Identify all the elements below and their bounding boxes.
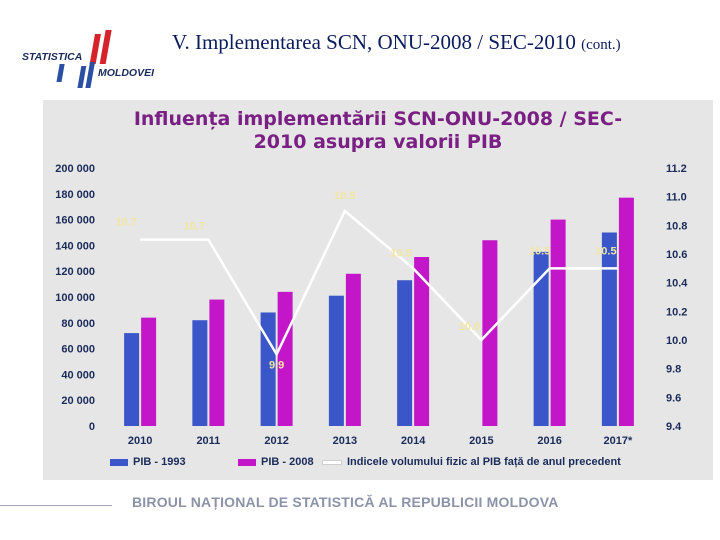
y-right-tick-label: 11.0 <box>666 192 687 204</box>
bar-pib2008 <box>277 291 293 426</box>
legend-swatch-pib1993 <box>110 458 128 466</box>
bar-pib1993 <box>260 312 276 426</box>
y-left-tick-label: 20 000 <box>61 395 95 407</box>
line-data-label: 9.9 <box>269 359 284 371</box>
bar-pib1993 <box>533 251 549 426</box>
x-tick-label: 2011 <box>196 435 220 447</box>
x-tick-label: 2010 <box>128 435 152 447</box>
bar-pib1993 <box>328 295 344 426</box>
y-left-tick-label: 160 000 <box>55 215 95 227</box>
y-left-tick-label: 60 000 <box>61 344 95 356</box>
index-line <box>140 209 618 357</box>
x-tick-label: 2017* <box>603 435 632 447</box>
bar-pib2008 <box>141 317 157 426</box>
bar-pib2008 <box>550 219 566 426</box>
bar-pib2008 <box>482 240 498 426</box>
bar-pib1993 <box>397 280 413 426</box>
x-tick-label: 2014 <box>401 435 426 447</box>
bar-pib2008 <box>345 273 361 426</box>
y-right-tick-label: 9.8 <box>666 364 681 376</box>
line-data-label: 10.5 <box>595 245 616 257</box>
line-data-label: 10.0 <box>459 321 480 333</box>
line-data-label: 10.5 <box>390 247 411 259</box>
x-tick-label: 2015 <box>469 435 493 447</box>
y-right-tick-label: 10.8 <box>666 220 687 232</box>
x-tick-label: 2016 <box>537 435 561 447</box>
legend-label-line: Indicele volumului fizic al PIB față de … <box>347 456 621 468</box>
chart-title-line2: 2010 asupra valorii PIB <box>253 131 503 153</box>
legend-item-pib2008: PIB - 2008 <box>238 456 314 468</box>
y-right-tick-label: 10.0 <box>666 335 687 347</box>
footer-divider <box>0 505 112 506</box>
legend-label-pib1993: PIB - 1993 <box>133 456 186 468</box>
bar-pib1993 <box>124 333 140 426</box>
y-left-tick-label: 40 000 <box>61 369 95 381</box>
legend-label-pib2008: PIB - 2008 <box>261 456 314 468</box>
bar-pib1993 <box>192 320 208 426</box>
line-data-label: 10.5 <box>529 245 550 257</box>
y-right-tick-label: 10.6 <box>666 249 687 261</box>
line-data-label: 10.7 <box>184 221 205 233</box>
slide-title: V. Implementarea SCN, ONU-2008 / SEC-201… <box>172 30 621 55</box>
legend-swatch-pib2008 <box>238 458 256 466</box>
y-left-tick-label: 120 000 <box>55 266 95 278</box>
x-tick-label: 2013 <box>333 435 357 447</box>
chart-title-line1: Influența implementării SCN-ONU-2008 / S… <box>133 108 623 130</box>
y-left-tick-label: 0 <box>89 421 95 433</box>
legend-item-pib1993: PIB - 1993 <box>110 456 186 468</box>
line-data-label: 10.7 <box>115 217 136 229</box>
y-right-tick-label: 11.2 <box>666 163 687 175</box>
legend-item-index-line: Indicele volumului fizic al PIB față de … <box>322 456 621 468</box>
slide-title-suffix: (cont.) <box>581 37 621 53</box>
y-left-tick-label: 180 000 <box>55 189 95 201</box>
y-left-tick-label: 200 000 <box>55 163 95 175</box>
y-left-tick-label: 100 000 <box>55 292 95 304</box>
y-left-tick-label: 80 000 <box>61 318 95 330</box>
y-left-tick-label: 140 000 <box>55 240 95 252</box>
y-right-tick-label: 9.6 <box>666 392 681 404</box>
bar-pib2008 <box>209 299 225 426</box>
logo-text-1: STATISTICA <box>22 51 82 63</box>
footer-text: BIROUL NAȚIONAL DE STATISTICĂ AL REPUBLI… <box>132 494 559 510</box>
chart-title: Influența implementării SCN-ONU-2008 / S… <box>43 108 713 154</box>
bar-pib2008 <box>618 197 634 426</box>
x-tick-label: 2012 <box>264 435 288 447</box>
y-right-tick-label: 9.4 <box>666 421 682 433</box>
bar-pib2008 <box>414 257 430 426</box>
legend-swatch-line <box>322 459 342 465</box>
line-data-label: 10.9 <box>334 190 355 202</box>
bar-pib1993 <box>601 232 617 426</box>
y-right-tick-label: 10.4 <box>666 278 688 290</box>
statistica-moldovei-logo: STATISTICA MOLDOVEI <box>22 30 155 88</box>
slide-title-main: V. Implementarea SCN, ONU-2008 / SEC-201… <box>172 30 576 54</box>
y-right-tick-label: 10.2 <box>666 306 687 318</box>
logo-text-2: MOLDOVEI <box>98 67 155 79</box>
